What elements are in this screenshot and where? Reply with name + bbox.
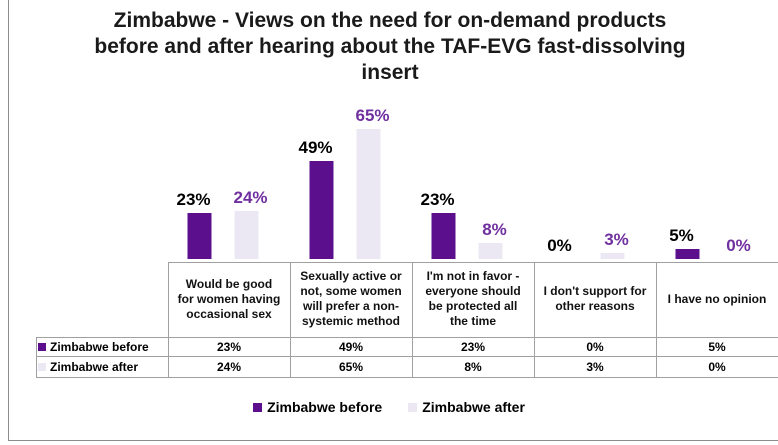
grid-line [36, 337, 778, 338]
data-label-after: 24% [233, 188, 267, 207]
bar-after [356, 129, 381, 259]
bar-before [309, 161, 334, 259]
data-label-after: 3% [604, 230, 629, 249]
bar-before [675, 249, 700, 259]
bar-after [600, 253, 625, 259]
category-label-line: systemic method [301, 314, 401, 328]
table-cell: 23% [216, 340, 242, 354]
data-label-before: 0% [547, 236, 572, 255]
category-label-line: will prefer a non- [302, 299, 399, 313]
table-cell: 24% [216, 360, 242, 374]
table-cell: 0% [708, 360, 726, 374]
category-label: I'm not in favor - everyone should be prot… [412, 262, 534, 336]
legend-label-after: Zimbabwe after [422, 399, 525, 415]
row-label-text: Zimbabwe after [50, 360, 139, 374]
category-label-line: the time [449, 314, 496, 328]
row-label-text: Zimbabwe before [50, 340, 149, 354]
legend-swatch-before [253, 402, 263, 412]
category-label-line: not, some women [300, 284, 402, 298]
grid-line [36, 337, 37, 378]
grid-line [36, 377, 778, 378]
bar-before [431, 213, 456, 259]
data-label-before: 49% [298, 138, 332, 157]
category-label-line: other reasons [555, 299, 635, 313]
grid-line [36, 356, 778, 357]
table-row-label: Zimbabwe before [38, 338, 149, 356]
table-row-label: Zimbabwe after [38, 358, 138, 376]
table-cell: 5% [708, 340, 726, 354]
table-cell: 65% [338, 360, 364, 374]
table-cell: 3% [586, 360, 604, 374]
bar-before [187, 213, 212, 259]
table-cell: 8% [464, 360, 482, 374]
category-label: Sexually active or not, some women will pr… [290, 262, 412, 336]
table-cell: 23% [460, 340, 486, 354]
chart-frame [8, 0, 778, 441]
category-label-line: I'm not in favor - [426, 269, 520, 283]
grid-line [412, 262, 413, 378]
title-line: before and after hearing about the TAF-E… [94, 35, 686, 58]
row-swatch [38, 343, 46, 351]
title-line: insert [361, 61, 419, 84]
category-label-line: I don't support for [543, 284, 647, 298]
category-label-line: everyone should [425, 284, 521, 298]
grid-line [168, 262, 169, 378]
category-label: I don't support for other reasons [534, 262, 656, 336]
data-label-after: 65% [355, 106, 389, 125]
category-label-line: Sexually active or [300, 269, 402, 283]
legend-swatch-after [408, 402, 418, 412]
grid-line [534, 262, 535, 378]
grid-line [290, 262, 291, 378]
bar-after [478, 243, 503, 259]
data-label-after: 0% [726, 236, 751, 255]
data-label-after: 8% [482, 220, 507, 239]
category-label-line: Would be good [185, 276, 273, 291]
title-line: Zimbabwe - Views on the need for on-dema… [113, 9, 667, 32]
legend: Zimbabwe before Zimbabwe after [0, 399, 778, 415]
table-cell: 0% [586, 340, 604, 354]
grid-line [168, 262, 778, 263]
grid-line [656, 262, 657, 378]
row-swatch [38, 363, 46, 371]
data-label-before: 23% [420, 190, 454, 209]
category-label-line: for women having [177, 291, 281, 306]
data-label-before: 23% [176, 190, 210, 209]
legend-item-before: Zimbabwe before [253, 399, 382, 415]
chart-title: Zimbabwe - Views on the need for on-dema… [60, 8, 720, 86]
legend-label-before: Zimbabwe before [267, 399, 383, 415]
data-label-before: 5% [669, 226, 694, 245]
table-cell: 49% [338, 340, 364, 354]
category-label: Would be good for women having occasional … [168, 262, 290, 336]
legend-item-after: Zimbabwe after [408, 399, 525, 415]
category-label-line: I have no opinion [667, 291, 767, 306]
bar-after [234, 211, 259, 259]
category-label-line: be protected all [428, 299, 518, 313]
category-label-line: occasional sex [186, 306, 272, 321]
category-label: I have no opinion [656, 262, 778, 336]
